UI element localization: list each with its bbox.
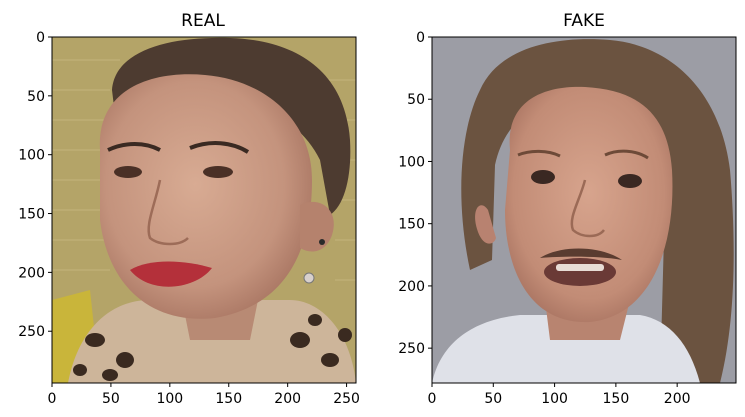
real-x-tick-label: 50 xyxy=(102,391,120,407)
real-x-tick-label: 250 xyxy=(333,391,360,407)
fake-x-tick-label: 150 xyxy=(603,391,630,407)
fake-mouth xyxy=(544,258,616,286)
fake-shirt xyxy=(432,315,700,383)
fake-face xyxy=(505,86,673,323)
real-x-tick-label: 150 xyxy=(215,391,242,407)
fake-right-eye xyxy=(618,174,642,188)
fake-x-tick-label: 50 xyxy=(484,391,502,407)
fake-x-ticks: 0 50 100 150 200 xyxy=(428,383,691,407)
real-lips xyxy=(130,261,212,287)
fake-axes-frame xyxy=(431,36,737,384)
fake-image xyxy=(432,37,736,383)
real-y-tick-label: 150 xyxy=(18,207,45,223)
real-x-ticks: 0 50 100 150 200 250 xyxy=(48,383,360,407)
fake-x-tick-label: 200 xyxy=(664,391,691,407)
fake-hair xyxy=(461,39,734,383)
real-top xyxy=(68,300,356,383)
fake-y-tick-label: 50 xyxy=(407,92,425,108)
fake-y-tick-label: 250 xyxy=(398,341,425,357)
fake-mustache xyxy=(540,248,622,260)
real-image xyxy=(52,37,356,383)
real-y-tick-label: 50 xyxy=(27,89,45,105)
real-x-tick-label: 100 xyxy=(156,391,183,407)
fake-x-tick-label: 100 xyxy=(541,391,568,407)
fake-y-tick-label: 0 xyxy=(416,30,425,46)
fake-y-tick-label: 150 xyxy=(398,217,425,233)
real-y-tick-label: 0 xyxy=(36,30,45,46)
fake-x-tick-label: 0 xyxy=(428,391,437,407)
real-right-eye xyxy=(203,166,233,178)
real-left-eye xyxy=(114,166,142,178)
fake-title: FAKE xyxy=(563,11,605,31)
real-face xyxy=(99,74,312,319)
fake-y-tick-label: 100 xyxy=(398,154,425,170)
real-y-ticks: 0 50 100 150 200 250 xyxy=(18,30,52,340)
real-y-tick-label: 200 xyxy=(18,265,45,281)
real-y-tick-label: 250 xyxy=(18,324,45,340)
fake-left-eye xyxy=(531,170,555,184)
real-panel: REAL xyxy=(18,11,360,407)
real-x-tick-label: 0 xyxy=(48,391,57,407)
real-title: REAL xyxy=(181,11,225,31)
real-y-tick-label: 100 xyxy=(18,148,45,164)
fake-y-ticks: 0 50 100 150 200 250 xyxy=(398,30,432,357)
real-x-tick-label: 200 xyxy=(274,391,301,407)
fake-y-tick-label: 200 xyxy=(398,279,425,295)
real-ear xyxy=(300,201,334,252)
real-axes-frame xyxy=(51,36,357,384)
fake-panel: FAKE 0 50 100 150 200 0 50 100 150 200 250 xyxy=(398,11,737,407)
